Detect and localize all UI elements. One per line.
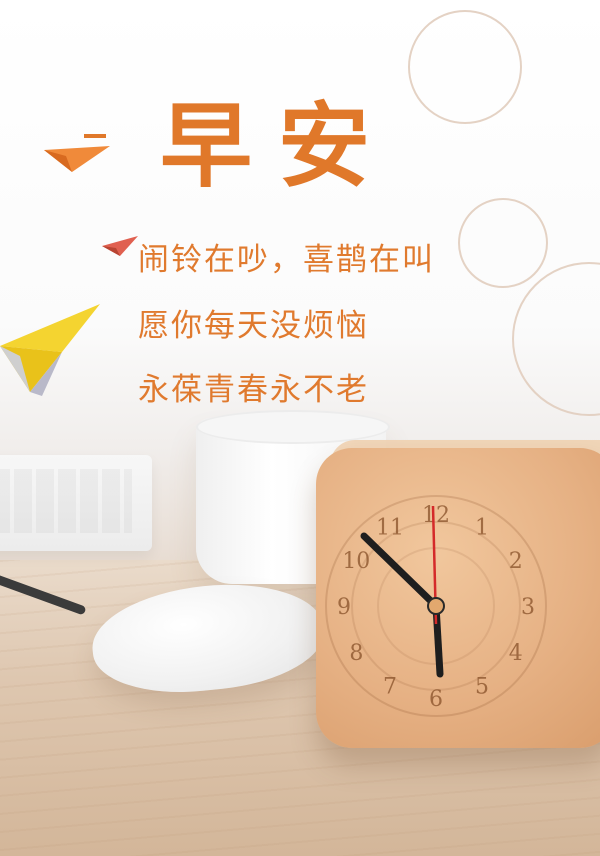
- cup-rim: [196, 410, 390, 444]
- verse-line-1: 闹铃在吵，喜鹊在叫: [138, 242, 435, 278]
- clock-number: 5: [475, 675, 489, 700]
- clock-number: 10: [342, 549, 370, 574]
- verse-line-2: 愿你每天没烦恼: [138, 308, 369, 344]
- verse-line-3: 永葆青春永不老: [138, 372, 369, 408]
- clock-icon: [316, 448, 600, 748]
- clock-number: 12: [422, 503, 450, 528]
- clock-number: 7: [383, 675, 397, 700]
- clock-number: 3: [521, 595, 535, 620]
- clock-number: 2: [509, 549, 523, 574]
- deco-circle-mid: [458, 198, 548, 288]
- clock-number: 8: [349, 641, 363, 666]
- clock-number: 9: [337, 595, 351, 620]
- clock-number: 1: [475, 515, 489, 540]
- paper-plane-icon: [0, 146, 138, 396]
- clock-number: 11: [376, 515, 404, 540]
- deco-circle-top: [408, 10, 522, 124]
- clock-number: 6: [429, 687, 443, 712]
- keyboard: [0, 455, 152, 551]
- title-dash: [84, 134, 106, 138]
- greeting-title: 早安: [160, 92, 397, 200]
- clock-number: 4: [509, 641, 523, 666]
